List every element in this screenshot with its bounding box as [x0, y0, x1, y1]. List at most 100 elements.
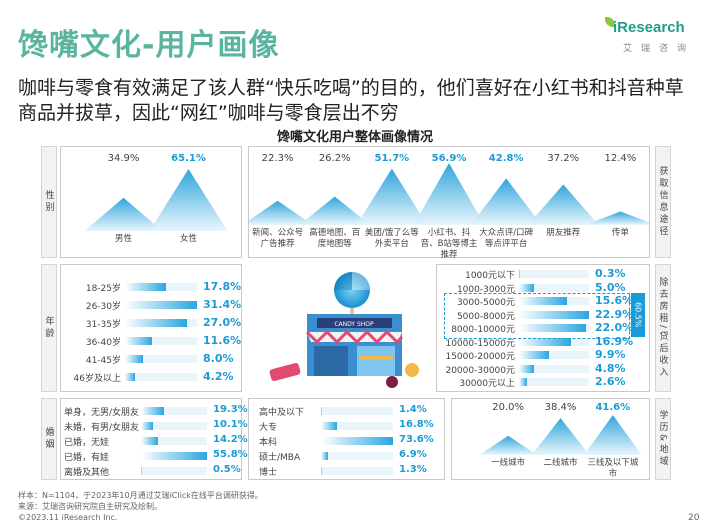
bar-fill [141, 467, 142, 475]
bar-category-label: 8000-10000元 [451, 325, 515, 335]
bar-fill [519, 283, 535, 292]
bar-value-label: 17.8% [203, 280, 242, 293]
bar-value-label: 19.3% [213, 404, 248, 415]
income-highlight-tag: 60.5% [631, 293, 645, 337]
bar-category-label: 已婚，有娃 [64, 453, 110, 463]
peak-value-label: 37.2% [547, 153, 580, 164]
mountain-peak [356, 168, 428, 225]
side-label-income: 除去房租/贷后收入 [655, 264, 671, 392]
bar-track [519, 270, 589, 278]
peak-category-label: 美团/饿了么等外卖平台 [364, 228, 419, 249]
candy-shop-illustration: CANDY SHOP [269, 272, 419, 388]
peak-value-label: 56.9% [431, 153, 467, 164]
side-label-marriage: 婚姻 [41, 398, 57, 480]
peak-category-label: 传单 [611, 228, 629, 238]
bar-track [321, 437, 393, 445]
footer-source: 来源：艾瑞咨询研究院自主研究及绘制。 [18, 502, 162, 511]
peak-value-label: 20.0% [492, 402, 525, 413]
bar-value-label: 0.3% [595, 267, 626, 280]
bar-fill [125, 283, 166, 291]
bar-fill [519, 337, 571, 346]
bar-category-label: 15000-20000元 [445, 352, 515, 362]
bar-fill [321, 437, 393, 445]
bar-category-label: 31-35岁 [85, 320, 121, 330]
bar-fill [125, 301, 197, 309]
bar-track [125, 337, 197, 345]
bar-fill [321, 407, 323, 415]
peak-value-label: 22.3% [261, 153, 294, 164]
bar-track [519, 324, 589, 332]
mountain-chart-svg [479, 415, 642, 455]
peak-category-label: 女性 [179, 234, 197, 244]
bar-fill [519, 310, 589, 319]
peak-category-label: 高德地图、百度地图等 [309, 228, 361, 249]
shop-icon: CANDY SHOP [305, 314, 404, 376]
lollipop-icon [334, 272, 370, 318]
bar-value-label: 4.8% [595, 361, 626, 375]
mountain-peak [84, 197, 163, 231]
bar-track [125, 355, 197, 363]
bar-track [125, 319, 197, 327]
bar-category-label: 10000-15000元 [445, 338, 515, 349]
bar-fill [125, 319, 187, 327]
bar-track [141, 452, 207, 460]
peak-value-label: 51.7% [374, 153, 410, 164]
peak-category-label: 一线城市 [491, 458, 526, 468]
bar-fill [519, 364, 534, 373]
bar-value-label: 8.0% [203, 352, 234, 365]
marriage-panel: 单身，无男/女朋友 19.3% 未婚，有男/女朋友 10.1% 已婚，无娃 14.2% 已婚… [60, 398, 248, 480]
gender-panel: 34.9% 男性 65.1% 女性 [60, 146, 242, 258]
page-number: 20 [688, 513, 700, 523]
bar-fill [125, 355, 144, 363]
mountain-peak [249, 200, 313, 225]
peak-category-label: 二线城市 [543, 458, 578, 468]
peak-value-label: 26.2% [318, 153, 351, 164]
mountain-peak [585, 211, 649, 225]
bar-value-label: 22.0% [595, 321, 634, 334]
bar-value-label: 6.9% [399, 449, 427, 460]
bar-fill [519, 297, 567, 305]
bar-track [141, 467, 207, 475]
bar-track [125, 283, 197, 291]
bar-track [321, 452, 393, 460]
mountain-chart-svg [84, 169, 228, 231]
education-panel: 高中及以下 1.4% 大专 16.8% 本科 73.6% 硕士/MBA 6.9% 博士 1.3% [248, 398, 445, 480]
bar-fill [321, 452, 328, 460]
iresearch-logo: iResearch 艾瑞咨询 [605, 17, 697, 55]
bar-track [519, 297, 589, 305]
bar-category-label: 41-45岁 [85, 356, 121, 366]
bar-track [141, 437, 207, 445]
bar-track [125, 373, 197, 381]
bar-track [141, 407, 207, 415]
bar-value-label: 2.6% [595, 375, 626, 388]
mountain-peak [470, 178, 542, 225]
peak-value-label: 38.4% [544, 402, 577, 413]
svg-text:CANDY SHOP: CANDY SHOP [334, 321, 374, 328]
bar-category-label: 3000-5000元 [456, 298, 515, 308]
bar-category-label: 本科 [259, 438, 278, 448]
bar-category-label: 46岁及以上 [73, 374, 121, 384]
peak-category-label: 男性 [114, 234, 132, 244]
bar-category-label: 未婚，有男/女朋友 [64, 423, 140, 433]
bar-fill [125, 373, 135, 381]
bar-value-label: 11.6% [203, 334, 242, 347]
candy-icon [269, 362, 419, 388]
footer-notes: 样本：N=1104，于2023年10月通过艾瑞iClick在线平台调研获得。 来… [18, 490, 263, 523]
peak-category-label: 小红书、抖音、B站等博主推荐 [420, 228, 478, 260]
income-panel: 1000元以下 0.3% 1000-3000元 5.0% 3000-5000元 15.6%… [436, 264, 650, 392]
mountain-peak [413, 163, 485, 225]
bar-fill [519, 378, 527, 386]
bar-category-label: 博士 [259, 468, 278, 478]
age-panel: 18-25岁 17.8% 26-30岁 31.4% 31-35岁 27.0% 36-40岁 1… [60, 264, 242, 392]
bar-value-label: 73.6% [399, 434, 434, 445]
bar-value-label: 15.6% [595, 294, 634, 307]
peak-value-label: 34.9% [107, 153, 140, 164]
bar-category-label: 高中及以下 [259, 408, 305, 418]
bar-value-label: 4.2% [203, 370, 234, 383]
bar-fill [519, 270, 520, 278]
bar-value-label: 22.9% [595, 307, 634, 321]
chart-title: 馋嘴文化用户整体画像情况 [276, 130, 433, 145]
bar-category-label: 5000-8000元 [456, 311, 515, 322]
logo-subtitle: 艾瑞咨询 [623, 44, 696, 54]
bar-category-label: 离婚及其他 [64, 468, 110, 478]
